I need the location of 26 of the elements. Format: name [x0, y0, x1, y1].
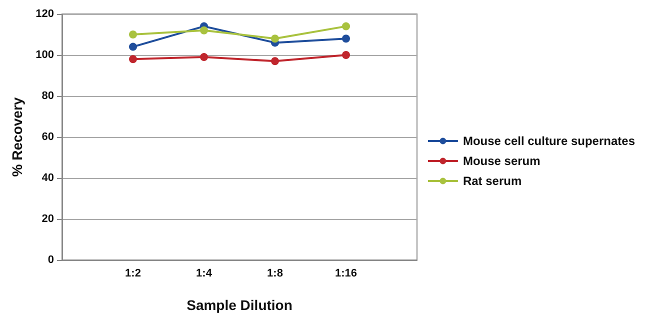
point [271, 57, 279, 66]
y-tick-label: 80 [42, 90, 54, 102]
point [342, 34, 350, 43]
y-axis-title: % Recovery [9, 97, 25, 177]
legend-label: Rat serum [462, 174, 522, 188]
y-tick-label: 40 [42, 172, 54, 184]
y-tick-label: 60 [42, 131, 54, 143]
legend-label: Mouse cell culture supernates [462, 134, 636, 148]
x-tick-label: 1:8 [267, 268, 283, 280]
x-tick-label: 1:4 [196, 268, 213, 280]
point [129, 55, 137, 64]
point [200, 53, 208, 62]
point [129, 42, 137, 51]
y-tick-label: 120 [36, 8, 54, 20]
y-tick-label: 20 [42, 213, 54, 225]
point [129, 30, 137, 38]
y-tick-label: 0 [48, 254, 54, 266]
point [342, 51, 350, 59]
point [271, 34, 279, 43]
x-axis-title: Sample Dilution [186, 297, 292, 313]
point [200, 26, 208, 34]
point [342, 22, 350, 30]
x-tick-label: 1:2 [125, 268, 141, 280]
x-tick-label: 1:16 [334, 268, 358, 280]
legend-label: Mouse serum [462, 154, 540, 168]
y-tick-label: 100 [36, 49, 54, 61]
